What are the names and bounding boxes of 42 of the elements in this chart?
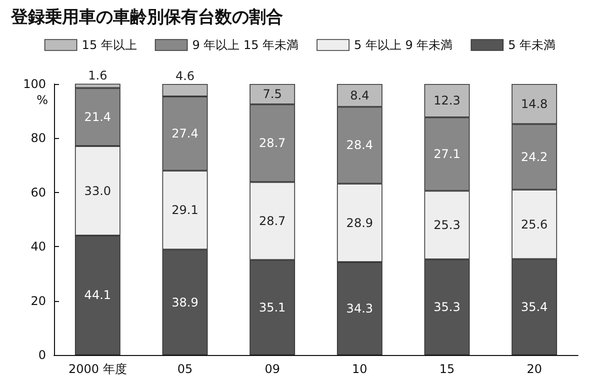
x-tick-label: 15 (439, 362, 455, 376)
data-label: 35.4 (520, 300, 548, 314)
data-label: 28.4 (346, 138, 374, 152)
y-axis-title: % (36, 93, 48, 107)
data-label: 29.1 (172, 203, 198, 218)
x-tick-label: 2000 年度 (68, 362, 127, 376)
data-label: 24.2 (520, 150, 548, 164)
y-tick-label: 100 (23, 77, 46, 91)
y-tick-label: 20 (30, 294, 46, 308)
data-label: 38.9 (172, 295, 198, 310)
chart-title: 登録乗用車の車齢別保有台数の割合 (10, 8, 283, 28)
y-tick-label: 60 (30, 185, 46, 200)
y-tick-label: 0 (38, 348, 46, 362)
data-label: 27.1 (434, 147, 460, 162)
x-tick-label: 09 (264, 362, 280, 376)
data-label: 34.3 (346, 302, 374, 316)
data-label: 28.9 (346, 216, 374, 230)
legend-label: 5 年未満 (508, 38, 556, 52)
data-label: 1.6 (88, 68, 108, 83)
data-label: 21.4 (84, 110, 112, 124)
data-label: 44.1 (84, 288, 112, 302)
legend-label: 9 年以上 15 年未満 (192, 38, 299, 52)
data-label: 33.0 (84, 184, 112, 198)
data-label: 28.7 (258, 136, 286, 150)
data-label: 7.5 (262, 87, 282, 102)
data-label: 14.8 (520, 97, 548, 112)
data-label: 12.3 (434, 94, 460, 108)
legend-label: 15 年以上 (82, 38, 137, 52)
legend-label: 5 年以上 9 年未満 (354, 38, 453, 52)
data-label: 4.6 (175, 69, 195, 83)
data-label: 25.3 (434, 218, 460, 232)
data-label: 25.6 (520, 217, 548, 232)
x-tick-label: 10 (352, 362, 368, 376)
x-tick-label: 05 (177, 362, 193, 376)
x-tick-label: 20 (526, 362, 542, 376)
data-label: 8.4 (350, 88, 370, 102)
data-label: 35.3 (434, 300, 460, 314)
data-label: 27.4 (172, 126, 198, 141)
data-label: 28.7 (258, 214, 286, 228)
y-tick-label: 40 (30, 240, 46, 254)
y-tick-label: 80 (30, 131, 46, 146)
data-label: 35.1 (258, 300, 286, 314)
